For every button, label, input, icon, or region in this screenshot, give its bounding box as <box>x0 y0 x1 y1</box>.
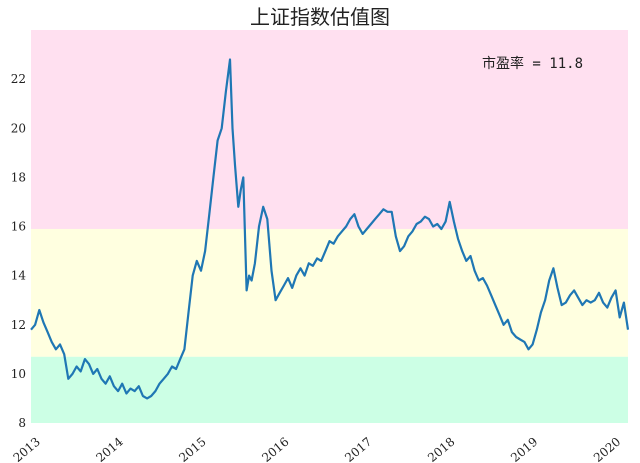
pe-annotation: 市盈率 = 11.8 <box>482 55 583 72</box>
valuation-bands <box>31 30 628 423</box>
y-tick-10: 10 <box>11 367 26 381</box>
band-0 <box>31 356 628 423</box>
band-1 <box>31 228 628 357</box>
y-tick-22: 22 <box>11 72 26 86</box>
y-tick-14: 14 <box>11 269 27 283</box>
wechat-icon <box>510 424 528 442</box>
band-2 <box>31 30 628 229</box>
y-tick-16: 16 <box>11 220 26 234</box>
pe-series-line <box>30 58 630 400</box>
y-tick-12: 12 <box>11 318 26 332</box>
y-axis-ticks: 8 10 12 14 16 18 20 22 <box>11 72 27 430</box>
y-tick-18: 18 <box>11 170 26 184</box>
x-tick-2016: 2016 <box>259 435 291 463</box>
x-tick-2017: 2017 <box>342 435 374 463</box>
watermark: Python读财 <box>510 424 603 442</box>
y-tick-20: 20 <box>11 121 26 135</box>
x-tick-2014: 2014 <box>93 434 126 463</box>
x-tick-2018: 2018 <box>425 435 457 463</box>
chart-title: 上证指数估值图 <box>250 5 390 29</box>
x-tick-2013: 2013 <box>11 435 43 463</box>
y-tick-8: 8 <box>18 416 26 430</box>
x-tick-2015: 2015 <box>176 435 208 463</box>
watermark-text: Python读财 <box>532 427 603 442</box>
